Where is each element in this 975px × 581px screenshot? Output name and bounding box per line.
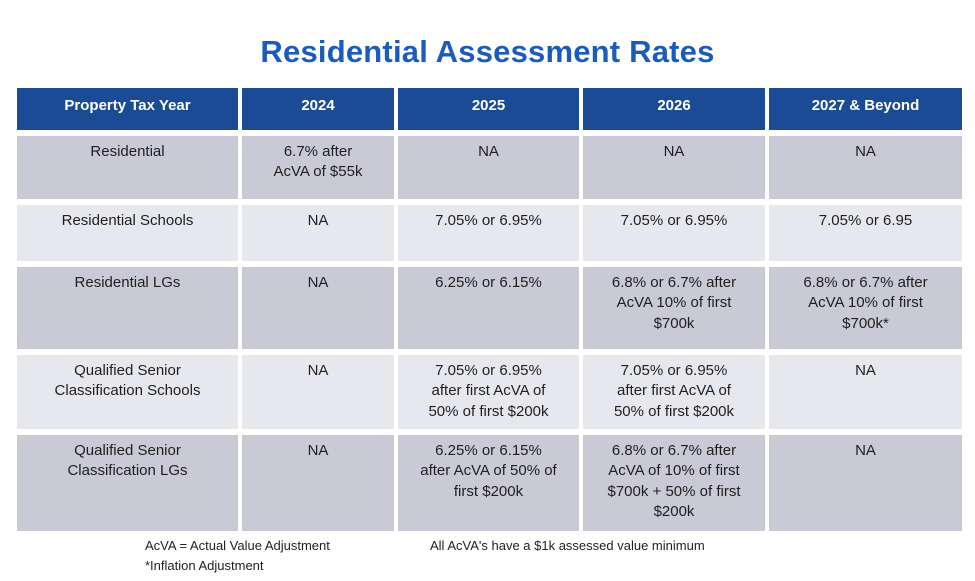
rate-cell: 7.05% or 6.95% <box>398 205 579 261</box>
row-label: Residential Schools <box>17 205 238 261</box>
row-label: Qualified Senior Classification Schools <box>17 355 238 429</box>
rate-cell: NA <box>583 136 765 199</box>
rate-cell: 7.05% or 6.95% after first AcVA of 50% o… <box>583 355 765 429</box>
row-label: Qualified Senior Classification LGs <box>17 435 238 531</box>
rate-cell: NA <box>769 136 962 199</box>
rate-cell: 6.7% after AcVA of $55k <box>242 136 394 199</box>
table-row: Residential Schools NA 7.05% or 6.95% 7.… <box>17 205 962 261</box>
row-label: Residential <box>17 136 238 199</box>
footnote-acva-definition: AcVA = Actual Value Adjustment *Inflatio… <box>145 538 330 573</box>
rate-cell: 7.05% or 6.95% after first AcVA of 50% o… <box>398 355 579 429</box>
rate-cell: 6.8% or 6.7% after AcVA 10% of first $70… <box>583 267 765 349</box>
column-header-2024: 2024 <box>242 88 394 130</box>
column-header-2026: 2026 <box>583 88 765 130</box>
rate-cell: 6.8% or 6.7% after AcVA of 10% of first … <box>583 435 765 531</box>
rate-cell: NA <box>242 435 394 531</box>
assessment-rates-table: Property Tax Year 2024 2025 2026 2027 & … <box>13 82 966 537</box>
rate-cell: 7.05% or 6.95% <box>583 205 765 261</box>
rate-cell: NA <box>769 355 962 429</box>
rate-cell: NA <box>242 267 394 349</box>
table-row: Qualified Senior Classification LGs NA 6… <box>17 435 962 531</box>
table-row: Qualified Senior Classification Schools … <box>17 355 962 429</box>
rate-cell: NA <box>242 205 394 261</box>
rate-cell: 6.8% or 6.7% after AcVA 10% of first $70… <box>769 267 962 349</box>
footnote-acva-minimum: All AcVA's have a $1k assessed value min… <box>430 538 705 553</box>
rate-cell: 6.25% or 6.15% <box>398 267 579 349</box>
rate-cell: 7.05% or 6.95 <box>769 205 962 261</box>
table-row: Residential LGs NA 6.25% or 6.15% 6.8% o… <box>17 267 962 349</box>
table-header-row: Property Tax Year 2024 2025 2026 2027 & … <box>17 88 962 130</box>
column-header-property-tax-year: Property Tax Year <box>17 88 238 130</box>
rate-cell: 6.25% or 6.15% after AcVA of 50% of firs… <box>398 435 579 531</box>
page-title: Residential Assessment Rates <box>260 34 715 69</box>
rate-cell: NA <box>769 435 962 531</box>
column-header-2027-beyond: 2027 & Beyond <box>769 88 962 130</box>
row-label: Residential LGs <box>17 267 238 349</box>
table-row: Residential 6.7% after AcVA of $55k NA N… <box>17 136 962 199</box>
column-header-2025: 2025 <box>398 88 579 130</box>
rate-cell: NA <box>398 136 579 199</box>
rate-cell: NA <box>242 355 394 429</box>
